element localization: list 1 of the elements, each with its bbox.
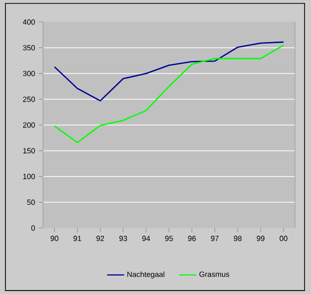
line-series	[54, 41, 284, 102]
